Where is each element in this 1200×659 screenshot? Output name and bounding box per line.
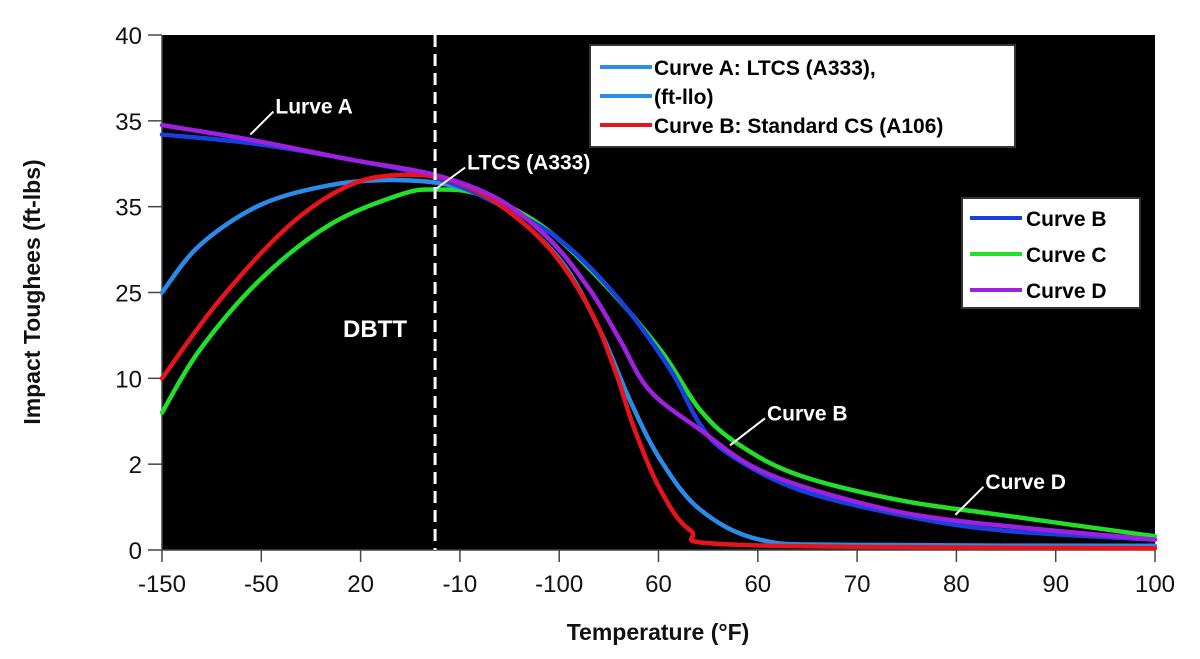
legend-label: Curve C <box>1026 244 1107 267</box>
series-line-curve-b-standard-cs-a106- <box>159 172 1158 551</box>
x-tick-label: -50 <box>244 571 279 598</box>
x-tick-label: -10 <box>443 571 478 598</box>
x-tick-label: 60 <box>645 571 672 598</box>
y-axis-title: Impact Toughees (ft-lbs) <box>19 159 45 424</box>
annotation-leader <box>729 417 766 447</box>
legend-right: Curve B Curve C Curve D <box>961 197 1141 309</box>
y-tick-label: 0 <box>129 538 142 565</box>
x-tick-label: -100 <box>535 571 583 598</box>
x-tick-label: 100 <box>1135 571 1175 598</box>
y-tick-label: 40 <box>115 23 142 50</box>
y-tick-label: 10 <box>115 366 142 393</box>
y-tick-label: 25 <box>115 281 142 308</box>
annotation-label: Curve B <box>767 402 848 425</box>
annotation-leader <box>249 110 275 136</box>
x-tick-label: 20 <box>347 571 374 598</box>
annotation-leader <box>954 486 985 516</box>
legend-top: Curve A: LTCS (A333), (ft-llo) Curve B: St… <box>589 44 1016 148</box>
x-tick-label: -150 <box>138 571 186 598</box>
legend-label: (ft-llo) <box>654 86 713 109</box>
x-tick-label: 80 <box>943 571 970 598</box>
x-tick-label: 70 <box>844 571 871 598</box>
y-tick-label: 35 <box>115 109 142 136</box>
series-line-curve-d <box>159 122 1158 542</box>
dbtt-label: DBTT <box>343 316 407 343</box>
y-tick-label: 2 <box>129 452 142 479</box>
annotation-label: LTCS (A333) <box>467 152 590 175</box>
legend-label: Curve B: Standard CS (A106) <box>654 115 943 138</box>
annotation-leader <box>434 166 466 191</box>
annotation-label: Curve D <box>985 471 1066 494</box>
annotation-label: Lurve A <box>275 96 352 119</box>
legend-label: Curve A: LTCS (A333), <box>654 57 876 80</box>
x-axis-title: Temperature (°F) <box>567 619 750 645</box>
legend-label: Curve D <box>1026 280 1107 303</box>
y-tick-label: 35 <box>115 195 142 222</box>
x-tick-label: 60 <box>744 571 771 598</box>
x-tick-label: 90 <box>1042 571 1069 598</box>
legend-label: Curve B <box>1026 208 1107 231</box>
